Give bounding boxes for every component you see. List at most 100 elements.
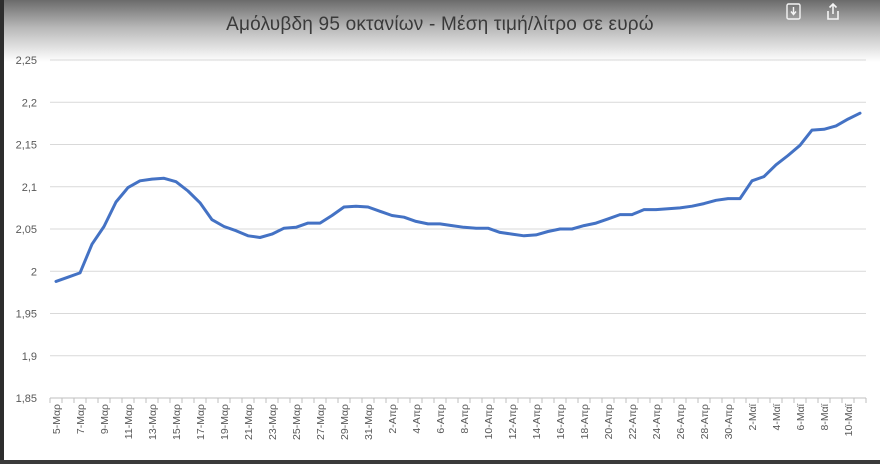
data-point [66,276,70,279]
data-point [474,227,478,230]
x-tick-label: 10-Απρ [483,404,495,439]
data-point [810,128,814,132]
data-point [462,226,466,229]
chart-header-background [0,0,880,62]
data-point [246,234,250,237]
data-point [282,227,286,230]
data-point [378,210,382,213]
y-tick-label: 2,25 [16,55,37,67]
data-point [102,225,106,228]
data-point [210,218,214,221]
data-point [534,233,538,237]
data-point [402,216,406,219]
x-tick-label: 2-Μαϊ [747,403,759,430]
data-point [354,205,358,208]
data-point [126,186,130,189]
x-tick-label: 17-Μαρ [195,404,207,440]
filter-icon[interactable] [784,2,804,22]
y-tick-label: 2,2 [22,97,37,109]
data-point [234,229,238,232]
data-point [450,224,454,227]
data-point [174,180,178,183]
series-line [54,111,862,283]
data-point [342,205,346,209]
x-tick-label: 25-Μαρ [291,404,303,440]
data-point [762,175,766,178]
data-point [630,213,634,216]
data-point [186,189,190,193]
x-tick-label: 6-Απρ [435,404,447,434]
data-point [522,234,526,237]
y-tick-label: 2,1 [22,182,37,194]
data-point [702,202,706,205]
x-tick-label: 4-Απρ [411,404,423,434]
data-point [774,163,778,166]
data-point [846,117,850,121]
share-icon[interactable] [823,2,843,22]
x-tick-label: 27-Μαρ [315,404,327,440]
data-point [558,227,562,231]
data-point [222,225,226,228]
data-point [162,177,166,180]
x-tick-label: 20-Απρ [603,404,615,439]
data-point [618,213,622,216]
data-point [330,214,334,217]
y-tick-label: 1,9 [22,351,37,363]
data-point [426,222,430,226]
data-point [438,222,442,226]
x-tick-label: 7-Μαρ [75,404,87,434]
data-point [570,227,574,231]
data-point [690,205,694,208]
data-point [738,197,742,200]
window-bottom-border [0,460,880,464]
data-point [414,220,418,223]
data-point [798,144,802,147]
data-point [750,179,754,182]
x-tick-label: 6-Μαϊ [795,403,807,430]
x-tick-label: 5-Μαρ [51,404,63,434]
window-left-border [0,0,4,464]
data-point [114,200,118,204]
x-tick-label: 22-Απρ [627,404,639,439]
data-point [90,243,94,246]
x-tick-label: 8-Μαϊ [819,403,831,430]
data-point [294,226,298,229]
x-tick-label: 26-Απρ [675,404,687,439]
x-tick-label: 4-Μαϊ [771,403,783,430]
x-tick-label: 28-Απρ [699,404,711,439]
data-point [366,205,370,209]
x-tick-label: 18-Απρ [579,404,591,439]
data-point [678,206,682,210]
data-point [726,197,730,200]
x-tick-label: 2-Απρ [387,404,399,434]
x-tick-label: 9-Μαρ [99,404,111,434]
x-tick-label: 8-Απρ [459,404,471,434]
x-tick-label: 23-Μαρ [267,404,279,440]
data-point [78,271,82,275]
x-tick-label: 31-Μαρ [363,404,375,440]
data-point [642,208,646,211]
x-tick-label: 10-Μαϊ [843,403,855,436]
data-point [486,227,490,230]
data-point [270,232,274,236]
y-tick-label: 1,95 [16,309,37,321]
data-point [306,221,310,225]
y-tick-label: 1,85 [16,393,37,405]
x-tick-label: 13-Μαρ [147,404,159,440]
y-tick-label: 2 [31,266,37,278]
x-tick-label: 24-Απρ [651,404,663,439]
data-point [198,201,202,204]
data-point [822,128,826,131]
data-point [594,221,598,225]
data-point [714,199,718,202]
x-tick-label: 12-Απρ [507,404,519,439]
x-tick-label: 29-Μαρ [339,404,351,440]
data-point [54,280,58,283]
x-tick-label: 21-Μαρ [243,404,255,440]
data-point [786,154,790,157]
data-point [510,232,514,236]
data-point [498,231,502,234]
x-tick-label: 19-Μαρ [219,404,231,440]
